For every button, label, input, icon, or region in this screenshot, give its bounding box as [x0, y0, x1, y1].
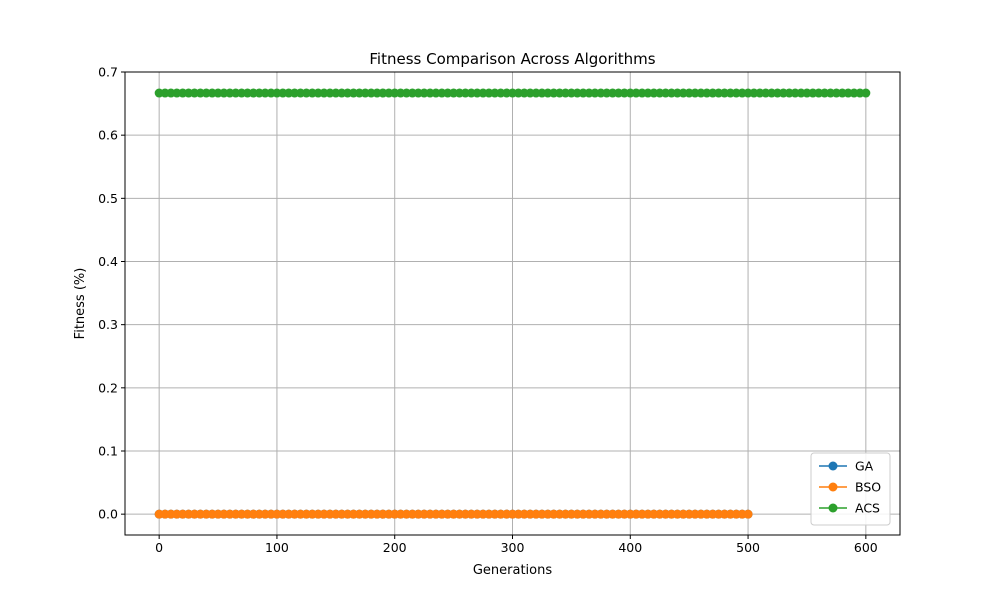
series-acs	[154, 88, 871, 98]
legend-label-ga: GA	[855, 459, 874, 474]
x-tick-label: 100	[265, 540, 289, 555]
x-tick-label: 200	[383, 540, 407, 555]
y-tick-label: 0.1	[98, 443, 118, 458]
y-tick-label: 0.6	[98, 128, 118, 143]
y-tick-label: 0.4	[98, 254, 118, 269]
x-tick-label: 500	[736, 540, 760, 555]
x-tick-label: 600	[854, 540, 878, 555]
legend-marker-bso	[828, 482, 838, 492]
y-tick-label: 0.0	[98, 507, 118, 522]
y-tick-label: 0.2	[98, 380, 118, 395]
series-bso	[154, 509, 753, 519]
axes-ticks: 0 100 200 300 400 500 600 0.0 0.1 0.2 0.3 0.4 0.5 0.6…	[98, 65, 878, 556]
x-axis-label: Generations	[473, 563, 553, 578]
x-tick-label: 300	[501, 540, 525, 555]
legend: GA BSO ACS	[810, 452, 891, 526]
x-tick-label: 400	[618, 540, 642, 555]
data-point-acs	[861, 88, 871, 98]
legend-label-bso: BSO	[855, 480, 881, 495]
x-tick-label: 0	[155, 540, 163, 555]
legend-marker-ga	[828, 461, 838, 471]
y-axis-label: Fitness (%)	[73, 268, 88, 340]
series-layer	[154, 88, 871, 519]
legend-label-acs: ACS	[855, 501, 880, 516]
legend-marker-acs	[828, 503, 838, 513]
y-tick-label: 0.7	[98, 65, 118, 80]
chart-title: Fitness Comparison Across Algorithms	[369, 50, 655, 68]
y-tick-label: 0.5	[98, 191, 118, 206]
data-point-bso	[743, 509, 753, 519]
y-tick-label: 0.3	[98, 317, 118, 332]
